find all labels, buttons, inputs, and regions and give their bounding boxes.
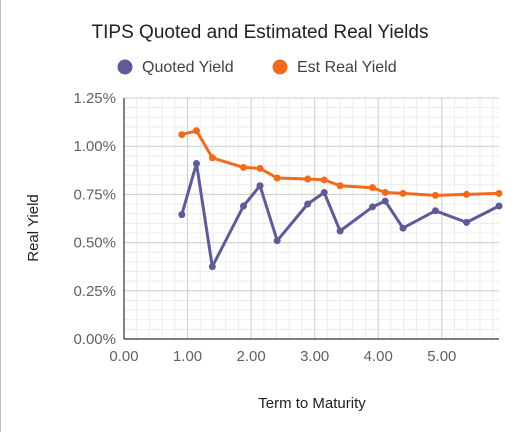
data-point-est [381,188,389,196]
x-tick-label: 0.00 [109,348,138,365]
axes [123,98,499,340]
data-point-est [399,189,407,197]
legend-label-quoted: Quoted Yield [142,59,234,76]
y-axis-label: Real Yield [25,194,42,262]
legend-marker-est [272,59,288,75]
data-point-quoted [369,203,377,211]
data-point-quoted [431,207,439,215]
data-point-quoted [304,200,312,208]
grid [124,97,499,340]
data-point-quoted [381,197,389,205]
data-point-quoted [320,188,328,196]
y-tick-label: 0.75% [73,186,116,203]
data-point-est [431,191,439,199]
data-point-est [239,163,247,171]
data-point-est [273,174,281,182]
data-point-quoted [399,224,407,232]
data-point-quoted [208,263,216,271]
data-point-est [320,176,328,184]
data-point-est [304,175,312,183]
y-tick-label: 0.00% [73,331,116,348]
data-point-quoted [336,227,344,235]
y-tick-label: 0.50% [73,235,116,252]
data-point-quoted [256,182,264,190]
x-axis-label: Term to Maturity [258,395,366,412]
data-point-est [495,189,503,197]
series-layer [178,127,503,271]
x-tick-label: 5.00 [427,348,456,365]
data-point-quoted [495,202,503,210]
y-tick-label: 0.25% [73,283,116,300]
y-tick-label: 1.25% [73,90,116,107]
data-point-est [336,182,344,190]
y-tick-label: 1.00% [73,138,116,155]
data-point-est [178,131,186,139]
chart-title: TIPS Quoted and Estimated Real Yields [92,22,429,43]
data-point-quoted [239,202,247,210]
legend-label-est: Est Real Yield [297,59,397,76]
data-point-est [192,127,200,135]
x-tick-labels: 0.00 1.00 2.00 3.00 4.00 5.00 [109,348,456,365]
data-point-est [256,164,264,172]
data-point-quoted [463,218,471,226]
x-tick-label: 2.00 [237,348,266,365]
data-point-est [208,154,216,162]
y-tick-labels: 0.00% 0.25% 0.50% 0.75% 1.00% 1.25% [73,90,116,348]
x-tick-label: 3.00 [300,348,329,365]
legend-marker-quoted [117,59,133,75]
legend: Quoted Yield Est Real Yield [117,59,397,76]
data-point-quoted [178,211,186,219]
x-tick-label: 4.00 [364,348,393,365]
data-point-quoted [192,160,200,168]
data-point-quoted [273,237,281,245]
data-point-est [463,190,471,198]
x-tick-label: 1.00 [173,348,202,365]
data-point-est [369,184,377,192]
